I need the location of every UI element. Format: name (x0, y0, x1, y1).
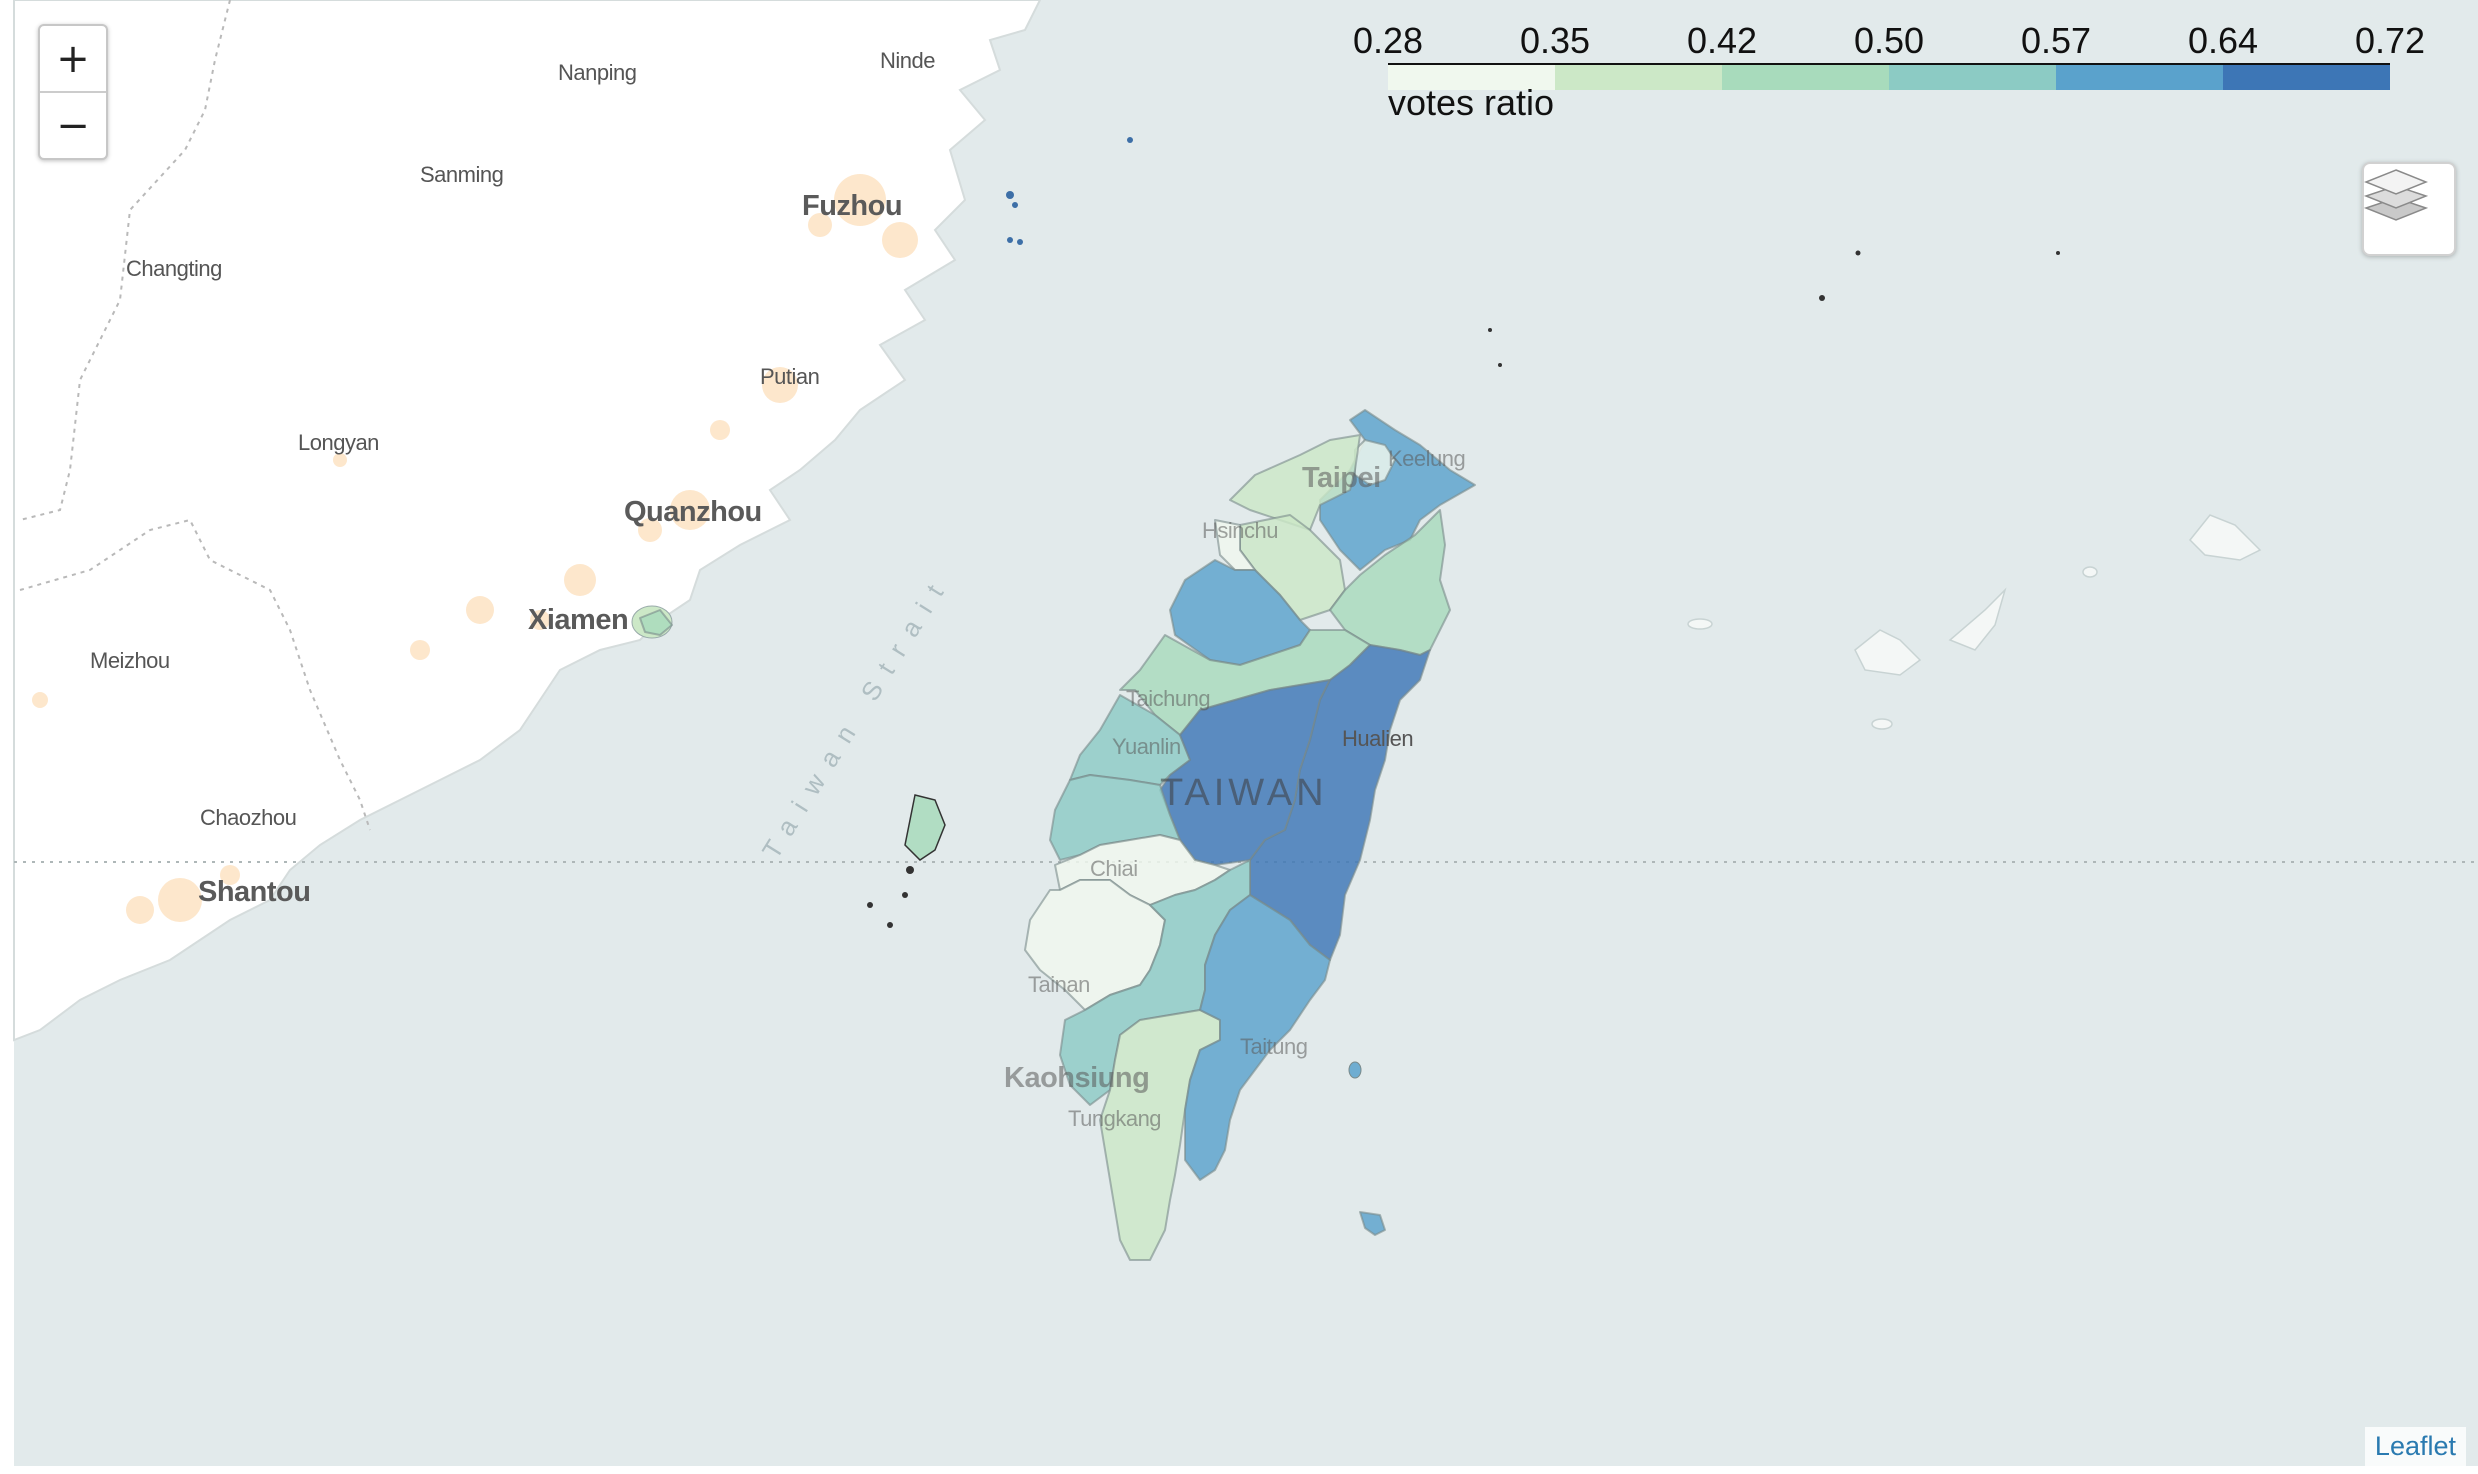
legend-tick-label: 0.42 (1686, 20, 1758, 61)
city-label-changting: Changting (126, 256, 222, 281)
city-label-chiai: Chiai (1090, 856, 1138, 881)
county-taipei[interactable] (1319, 409, 1476, 571)
layers-icon (2364, 169, 2428, 221)
legend-color-swatch (1889, 64, 2056, 90)
city-label-taichung: Taichung (1126, 686, 1211, 711)
taiwan-counties[interactable] (639, 409, 1476, 1261)
ryukyu-islands (1687, 514, 2262, 730)
country-label-taiwan: TAIWAN (1160, 772, 1328, 814)
city-label-kaohsiung: Kaohsiung (1004, 1062, 1150, 1094)
color-legend: 0.28 0.35 0.42 0.50 0.57 0.64 0.72 votes ratio (1340, 20, 2425, 130)
legend-tick-label: 0.72 (2354, 20, 2426, 61)
city-label-taipei: Taipei (1302, 462, 1381, 494)
city-label-keelung: Keelung (1388, 446, 1466, 471)
city-label-ninde: Ninde (880, 48, 935, 73)
county-taoyuan[interactable] (1229, 434, 1361, 531)
legend-color-swatch (2056, 64, 2223, 90)
map-edge (0, 0, 14, 1474)
legend-color-swatch (2223, 64, 2390, 90)
city-label-yuanlin: Yuanlin (1112, 734, 1181, 759)
city-label-quanzhou: Quanzhou (624, 496, 762, 528)
city-label-meizhou: Meizhou (90, 648, 170, 673)
city-label-hsinchu: Hsinchu (1202, 518, 1278, 543)
small-islets (1488, 250, 2060, 367)
zoom-in-button[interactable]: + (40, 26, 106, 93)
city-label-tungkang: Tungkang (1068, 1106, 1162, 1131)
attribution-link[interactable]: Leaflet (2364, 1427, 2466, 1466)
city-label-xiamen: Xiamen (528, 604, 629, 636)
zoom-out-button[interactable]: − (56, 102, 90, 149)
city-label-shantou: Shantou (198, 876, 311, 908)
green-island (1348, 1061, 1362, 1079)
legend-tick-label: 0.50 (1853, 20, 1925, 61)
legend-color-bar (1388, 63, 2390, 90)
city-label-chaozhou: Chaozhou (200, 805, 297, 830)
city-label-hualien: Hualien (1342, 726, 1414, 751)
legend-color-swatch (1388, 64, 1555, 90)
matsu-islands (1006, 137, 1133, 245)
legend-color-swatch (1722, 64, 1889, 90)
zoom-control: + − (38, 24, 108, 160)
legend-tick-label: 0.35 (1519, 20, 1591, 61)
city-label-nanping: Nanping (558, 60, 637, 85)
city-label-taitung: Taitung (1240, 1034, 1308, 1059)
city-label-tainan: Tainan (1028, 972, 1090, 997)
map-edge-bottom (0, 1466, 2478, 1474)
city-label-longyan: Longyan (298, 430, 379, 455)
legend-tick-label: 0.28 (1352, 20, 1424, 61)
county-kinmen[interactable] (639, 609, 673, 636)
city-label-putian: Putian (760, 364, 820, 389)
penghu-islands (867, 794, 946, 928)
urban-areas (32, 174, 918, 924)
county-lanyu[interactable] (1359, 1211, 1386, 1236)
province-border-2 (19, 518, 371, 831)
city-label-sanming: Sanming (420, 162, 504, 187)
county-taitung[interactable] (1184, 894, 1331, 1181)
county-keelung[interactable] (1354, 439, 1396, 486)
legend-tick-label: 0.64 (2187, 20, 2259, 61)
county-hualien[interactable] (1249, 644, 1431, 961)
legend-tick-label: 0.57 (2020, 20, 2092, 61)
mainland-china (13, 0, 1042, 1042)
city-label-fuzhou: Fuzhou (802, 190, 903, 222)
legend-color-swatch (1555, 64, 1722, 90)
layers-control-button[interactable] (2362, 162, 2456, 256)
legend-caption: votes ratio (1388, 82, 1555, 123)
